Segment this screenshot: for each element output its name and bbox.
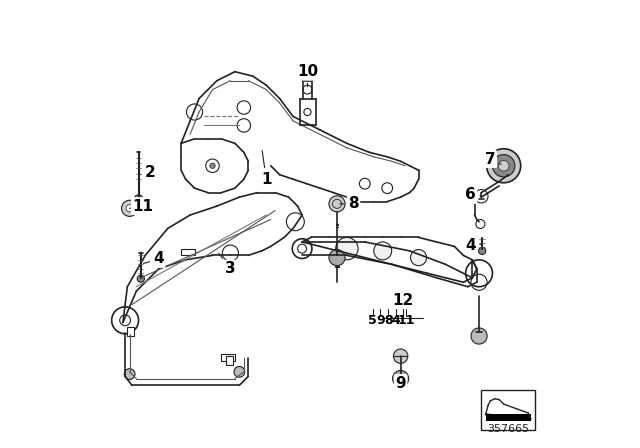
Circle shape: [394, 349, 408, 363]
Circle shape: [137, 275, 145, 282]
Circle shape: [124, 369, 135, 379]
Circle shape: [392, 370, 409, 387]
Circle shape: [410, 250, 427, 266]
Text: 3: 3: [219, 253, 236, 276]
Circle shape: [134, 195, 143, 204]
Text: 357665: 357665: [487, 424, 529, 434]
Text: 12: 12: [392, 293, 413, 308]
Circle shape: [234, 366, 244, 377]
Circle shape: [336, 237, 358, 260]
Circle shape: [493, 155, 515, 177]
Bar: [481, 390, 535, 430]
Circle shape: [499, 160, 509, 171]
Bar: [486, 414, 531, 421]
Circle shape: [329, 250, 345, 266]
Circle shape: [486, 149, 521, 183]
Text: 7: 7: [485, 151, 501, 167]
Text: 8: 8: [340, 196, 359, 211]
Text: 2: 2: [139, 165, 155, 180]
Text: 9: 9: [396, 370, 406, 391]
Circle shape: [210, 163, 215, 168]
Text: 1: 1: [261, 151, 271, 187]
Text: 4: 4: [143, 251, 164, 267]
Circle shape: [374, 242, 392, 260]
Bar: [181, 249, 195, 255]
Bar: [221, 354, 235, 361]
Text: 9: 9: [376, 314, 385, 327]
Circle shape: [479, 247, 486, 254]
Text: 11: 11: [397, 314, 415, 327]
Circle shape: [122, 200, 138, 216]
Text: 4: 4: [391, 314, 400, 327]
Circle shape: [471, 328, 487, 344]
Text: 6: 6: [465, 187, 482, 202]
Text: 8: 8: [384, 314, 392, 327]
Circle shape: [329, 196, 345, 212]
Text: 10: 10: [297, 64, 318, 87]
Text: 4: 4: [465, 238, 482, 253]
Bar: [127, 327, 134, 336]
Text: 11: 11: [130, 198, 154, 214]
Text: 5: 5: [369, 314, 377, 327]
Circle shape: [126, 205, 133, 212]
Bar: [226, 356, 233, 365]
